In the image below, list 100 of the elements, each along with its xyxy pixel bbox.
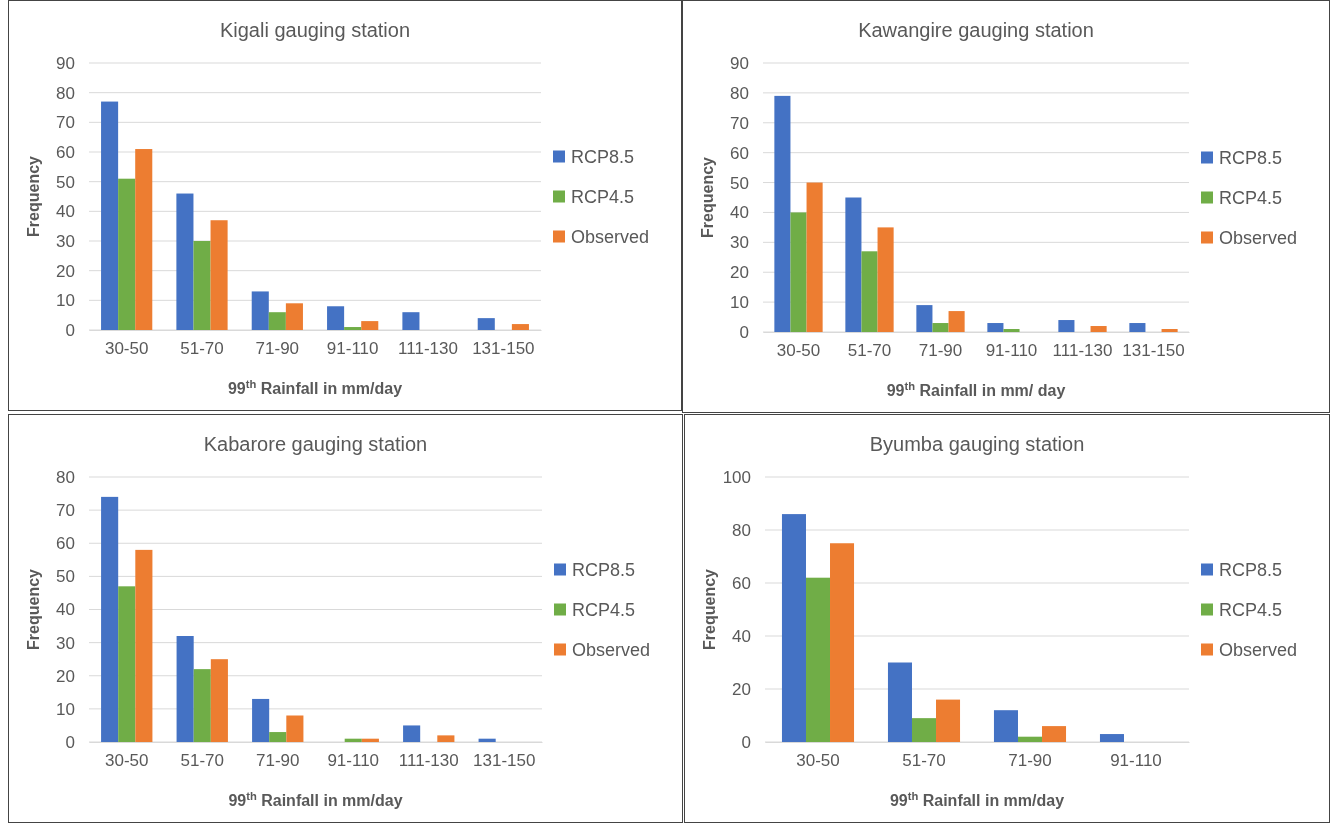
bar — [176, 636, 194, 742]
y-tick-label: 20 — [732, 679, 751, 699]
y-tick-label: 30 — [56, 231, 75, 251]
x-tick-label: 51-70 — [847, 341, 892, 361]
x-tick-label: 51-70 — [180, 339, 224, 359]
bar — [210, 220, 228, 330]
x-tick-label: 71-90 — [918, 341, 963, 361]
x-axis-title: 99$^{th}$ Rainfall in mm/day — [227, 378, 403, 397]
y-tick-label: 10 — [56, 291, 75, 311]
bar — [286, 715, 304, 742]
bar — [118, 586, 136, 742]
bar — [269, 732, 287, 742]
y-axis-title: Frequency — [701, 568, 718, 650]
bar — [916, 305, 933, 332]
legend-label: Observed — [571, 226, 650, 247]
bar — [887, 662, 912, 742]
y-tick-label: 0 — [65, 320, 75, 340]
bar — [193, 669, 211, 742]
y-tick-label: 70 — [56, 113, 75, 133]
y-tick-label: 80 — [732, 520, 751, 540]
x-axis-title: 99$^{th}$ Rainfall in mm/ day — [886, 380, 1066, 399]
bar — [774, 95, 791, 332]
bar — [911, 718, 937, 742]
bar — [845, 197, 862, 332]
y-tick-label: 0 — [65, 732, 75, 752]
x-tick-label: 131-150 — [1122, 341, 1185, 361]
bar — [932, 323, 949, 332]
x-axis-title: 99$^{th}$ Rainfall in mm/day — [889, 790, 1065, 809]
bar — [268, 312, 286, 330]
bar — [805, 577, 831, 742]
x-tick-label: 51-70 — [902, 751, 946, 771]
chart-title: Kawangire gauging station — [858, 19, 1094, 41]
y-tick-label: 70 — [56, 501, 75, 521]
bar — [877, 227, 894, 332]
bar — [781, 514, 806, 742]
legend-label: Observed — [1219, 639, 1298, 660]
bar — [987, 323, 1004, 332]
x-tick-label: 30-50 — [776, 341, 821, 361]
y-tick-label: 30 — [56, 633, 75, 653]
x-axis-title: 99$^{th}$ Rainfall in mm/day — [228, 790, 403, 809]
bar — [252, 698, 270, 742]
x-tick-label: 71-90 — [255, 339, 300, 359]
x-tick-label: 131-150 — [472, 339, 535, 359]
bar — [285, 303, 303, 330]
x-tick-label: 30-50 — [105, 751, 149, 771]
x-tick-label: 131-150 — [473, 751, 536, 771]
bar — [1003, 329, 1020, 332]
bar — [861, 251, 878, 332]
bar — [1017, 736, 1043, 742]
bar — [790, 212, 807, 332]
bar — [477, 318, 495, 330]
legend-label: RCP8.5 — [571, 146, 635, 167]
y-tick-label: 0 — [741, 732, 751, 752]
bar — [118, 178, 136, 330]
y-axis-title: Frequency — [25, 568, 42, 650]
y-tick-label: 10 — [730, 293, 749, 313]
y-tick-label: 50 — [56, 567, 75, 587]
bar — [135, 149, 153, 330]
chart-title: Byumba gauging station — [869, 433, 1085, 455]
legend-label: Observed — [572, 639, 651, 660]
y-tick-label: 80 — [56, 83, 75, 103]
bar — [210, 659, 228, 742]
y-tick-label: 50 — [730, 173, 749, 193]
bar — [948, 311, 965, 332]
x-tick-label: 91-110 — [326, 339, 379, 359]
bar — [101, 101, 119, 330]
y-tick-label: 0 — [739, 322, 749, 342]
x-tick-label: 91-110 — [985, 341, 1038, 361]
bar — [1129, 323, 1146, 332]
y-tick-label: 40 — [56, 202, 75, 222]
bar — [1099, 734, 1124, 742]
bar — [511, 324, 529, 330]
legend-label: RCP8.5 — [1219, 147, 1283, 168]
bar — [830, 543, 855, 742]
bar — [1090, 326, 1107, 332]
bar — [135, 549, 153, 742]
y-axis-title: Frequency — [25, 155, 42, 237]
chart-title: Kigali gauging station — [219, 19, 411, 41]
y-tick-label: 20 — [730, 263, 749, 283]
bar — [101, 496, 119, 742]
legend-label: RCP8.5 — [1219, 559, 1283, 580]
y-tick-label: 40 — [732, 626, 751, 646]
y-tick-label: 10 — [56, 699, 75, 719]
bar — [1058, 320, 1075, 332]
y-tick-label: 80 — [730, 83, 749, 103]
bar — [361, 321, 379, 330]
x-tick-label: 71-90 — [256, 751, 300, 771]
bar — [936, 699, 961, 742]
legend-label: RCP4.5 — [571, 186, 635, 207]
x-tick-label: 91-110 — [327, 751, 380, 771]
y-tick-label: 60 — [56, 534, 75, 554]
x-tick-label: 30-50 — [104, 339, 149, 359]
x-tick-label: 111-130 — [398, 339, 458, 359]
bar — [1042, 726, 1067, 742]
bar — [193, 241, 211, 330]
y-tick-label: 80 — [56, 467, 75, 487]
y-tick-label: 50 — [56, 172, 75, 192]
y-tick-label: 60 — [730, 143, 749, 163]
legend-label: RCP4.5 — [1219, 187, 1283, 208]
bar — [403, 725, 421, 742]
